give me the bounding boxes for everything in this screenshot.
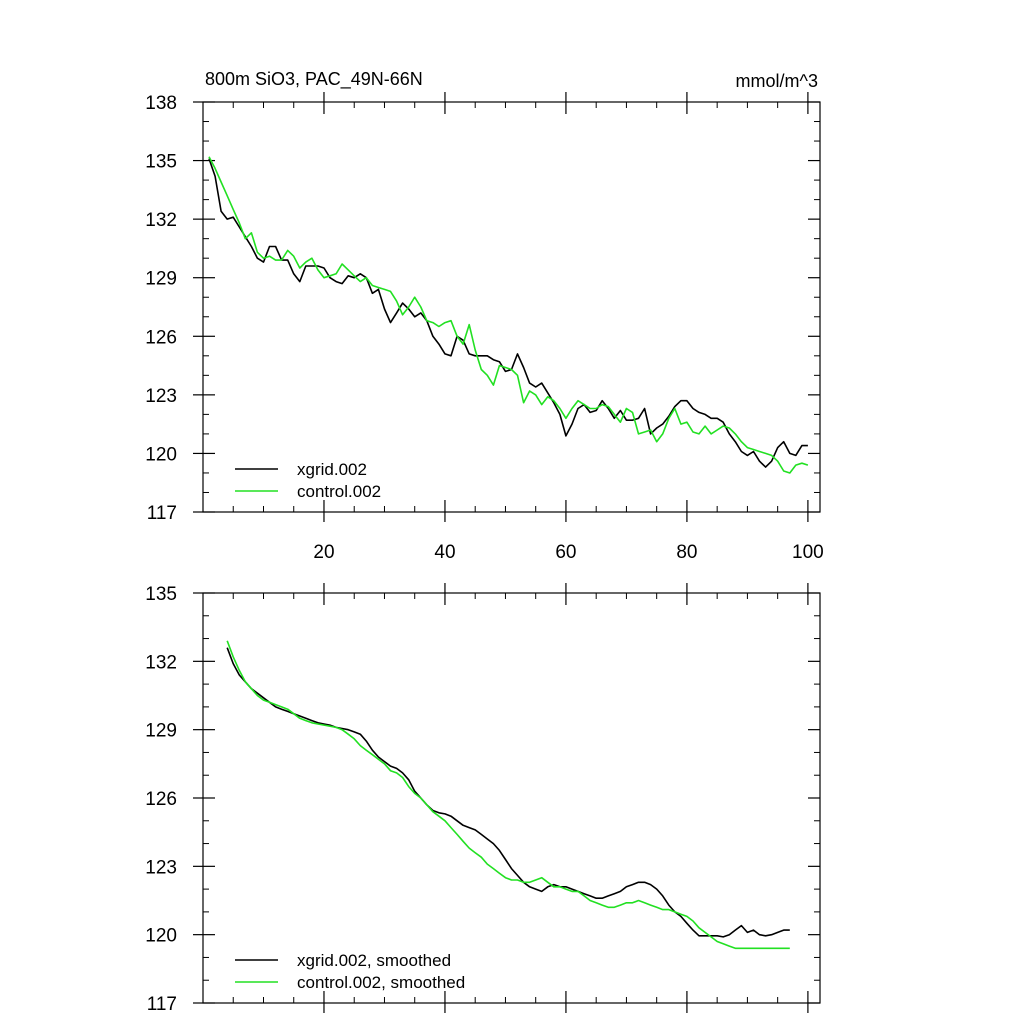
y-tick-label: 123 [145, 386, 177, 407]
y-tick-label: 129 [145, 269, 177, 290]
x-tick-label: 80 [676, 542, 697, 563]
series-line-1 [226, 647, 790, 938]
x-tick-label: 100 [792, 542, 824, 563]
legend-label-1: xgrid.002 [297, 460, 367, 479]
x-tick-label: 40 [434, 542, 455, 563]
legend-label-2: control.002, smoothed [297, 973, 465, 992]
y-tick-label: 126 [145, 327, 177, 348]
legend-label-2: control.002 [297, 482, 381, 501]
y-tick-label: 117 [147, 994, 177, 1015]
y-tick-label: 132 [145, 652, 177, 673]
y-tick-label: 135 [145, 584, 177, 605]
plot-frame [202, 592, 821, 1004]
y-tick-label: 120 [145, 444, 177, 465]
series-line-1 [208, 158, 808, 468]
y-tick-label: 126 [145, 789, 177, 810]
top-panel: 117 120 123 126 129 132 135 138 20 40 60 80 100 xgrid… [145, 92, 824, 563]
x-tick-label: 60 [555, 542, 576, 563]
y-tick-label: 132 [145, 210, 177, 231]
chart-title: 800m SiO3, PAC_49N-66N [205, 69, 423, 90]
y-tick-label: 135 [145, 152, 177, 173]
y-tick-label: 129 [145, 721, 177, 742]
y-tick-label: 117 [147, 503, 177, 524]
series-line-2 [208, 156, 809, 474]
y-tick-label: 120 [145, 926, 177, 947]
series-line-2 [226, 640, 790, 950]
y-tick-label: 138 [145, 93, 177, 114]
legend-label-1: xgrid.002, smoothed [297, 951, 451, 970]
units-label: mmol/m^3 [736, 71, 818, 91]
plot-frame [202, 101, 821, 513]
x-tick-label: 20 [313, 542, 334, 563]
bottom-panel: 117 120 123 126 129 132 135 xgrid.002, smoothed… [145, 583, 821, 1015]
y-tick-label: 123 [145, 857, 177, 878]
